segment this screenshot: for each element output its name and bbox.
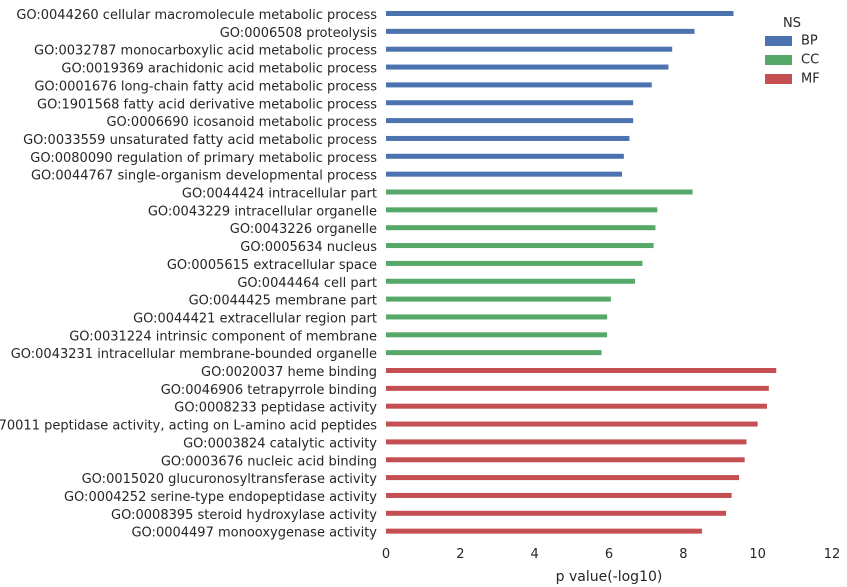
- bar-bp: [386, 46, 673, 52]
- category-label: GO:0044767 single-organism developmental…: [31, 169, 377, 184]
- category-label: GO:0005615 extracellular space: [167, 258, 377, 273]
- bar-bp: [386, 153, 624, 159]
- category-label: GO:0015020 glucuronosyltransferase activ…: [82, 472, 378, 487]
- bar-cc: [386, 207, 658, 213]
- bar-mf: [386, 492, 732, 498]
- category-label: GO:0043231 intracellular membrane-bounde…: [11, 347, 377, 362]
- category-label: GO:0080090 regulation of primary metabol…: [30, 151, 377, 166]
- bar-bp: [386, 135, 630, 141]
- category-label: GO:0006508 proteolysis: [220, 26, 377, 41]
- x-axis-label: p value(-log10): [556, 569, 663, 585]
- category-label: GO:0043229 intracellular organelle: [148, 204, 377, 219]
- bar-mf: [386, 510, 727, 516]
- x-tick-label: 2: [456, 547, 464, 562]
- bar-cc: [386, 243, 654, 249]
- bar-mf: [386, 368, 777, 373]
- category-label: GO:0003676 nucleic acid binding: [161, 454, 377, 469]
- bar-cc: [386, 350, 602, 356]
- legend-label-bp: BP: [801, 34, 818, 49]
- bar-cc: [386, 260, 643, 266]
- bar-mf: [386, 403, 767, 409]
- bar-bp: [386, 100, 634, 106]
- legend-items: BP CC MF: [765, 34, 820, 87]
- category-label: GO:0006690 icosanoid metabolic process: [106, 115, 377, 130]
- category-label: GO:0046906 tetrapyrrole binding: [161, 383, 377, 398]
- category-label: GO:0008233 peptidase activity: [174, 401, 377, 416]
- legend: NS BP CC MF: [765, 16, 820, 87]
- category-label: GO:0044424 intracellular part: [182, 187, 377, 202]
- category-label: GO:0043226 organelle: [230, 222, 377, 237]
- category-label: GO:0005634 nucleus: [240, 240, 377, 255]
- x-tick-label: 10: [749, 547, 766, 562]
- bar-cc: [386, 225, 656, 231]
- x-tick-label: 4: [531, 547, 539, 562]
- bar-mf: [386, 421, 758, 427]
- bar-cc: [386, 314, 608, 320]
- bar-cc: [386, 332, 608, 338]
- bar-mf: [386, 475, 740, 481]
- x-tick-label: 0: [382, 547, 390, 562]
- legend-title: NS: [783, 16, 801, 31]
- bar-cc: [386, 296, 611, 302]
- bar-mf: [386, 439, 747, 445]
- category-label: GO:0008395 steroid hydroxylase activity: [111, 508, 377, 523]
- bar-mf: [386, 457, 745, 463]
- category-label: GO:0033559 unsaturated fatty acid metabo…: [23, 133, 377, 148]
- category-label: GO:0020037 heme binding: [201, 365, 377, 380]
- legend-label-mf: MF: [801, 72, 820, 87]
- category-label: GO:1901568 fatty acid derivative metabol…: [37, 97, 377, 112]
- x-tick-label: 12: [824, 547, 841, 562]
- category-label: GO:0032787 monocarboxylic acid metabolic…: [34, 44, 377, 59]
- legend-swatch-bp: [765, 36, 792, 46]
- category-label: GO:0044421 extracellular region part: [133, 311, 377, 326]
- x-tick-label: 8: [679, 547, 687, 562]
- category-labels: GO:0044260 cellular macromolecule metabo…: [0, 8, 377, 541]
- category-label: GO:0019369 arachidonic acid metabolic pr…: [61, 62, 377, 77]
- bar-bp: [386, 82, 652, 88]
- bar-bp: [386, 28, 695, 34]
- x-tick-label: 6: [605, 547, 613, 562]
- category-label: GO:0070011 peptidase activity, acting on…: [0, 419, 377, 434]
- legend-swatch-mf: [765, 74, 792, 84]
- bar-bp: [386, 64, 669, 70]
- bar-mf: [386, 385, 769, 391]
- category-label: GO:0044260 cellular macromolecule metabo…: [16, 8, 377, 23]
- category-label: GO:0044464 cell part: [237, 276, 377, 291]
- bar-mf: [386, 528, 702, 534]
- category-label: GO:0001676 long-chain fatty acid metabol…: [34, 79, 377, 94]
- category-label: GO:0031224 intrinsic component of membra…: [69, 329, 377, 344]
- bar-cc: [386, 189, 693, 195]
- bars-layer: [386, 11, 777, 534]
- bar-bp: [386, 171, 623, 177]
- legend-swatch-cc: [765, 55, 792, 65]
- category-label: GO:0004252 serine-type endopeptidase act…: [64, 490, 377, 505]
- x-axis-ticks: 0 2 4 6 8 10 12: [382, 547, 840, 562]
- bar-bp: [386, 118, 634, 124]
- bar-cc: [386, 278, 636, 284]
- legend-label-cc: CC: [801, 53, 819, 68]
- category-label: GO:0044425 membrane part: [189, 294, 377, 309]
- category-label: GO:0004497 monooxygenase activity: [131, 526, 377, 541]
- category-label: GO:0003824 catalytic activity: [183, 436, 377, 451]
- bar-bp: [386, 11, 734, 16]
